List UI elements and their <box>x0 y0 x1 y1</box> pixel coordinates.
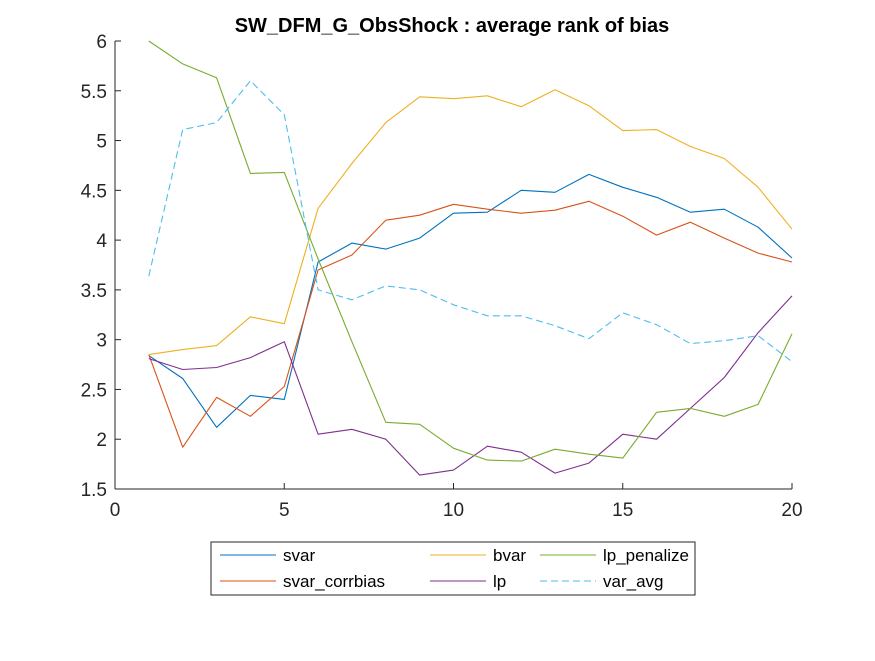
y-tick-label: 6 <box>96 32 107 53</box>
x-tick-label: 0 <box>110 500 121 521</box>
legend-label-svar: svar <box>283 546 315 565</box>
series-line-svar-corrbias <box>148 200 793 448</box>
legend-label-lp: lp <box>493 572 506 591</box>
series-line-var-avg <box>148 80 793 363</box>
chart-title: SW_DFM_G_ObsShock : average rank of bias <box>235 15 670 37</box>
x-tick-label: 20 <box>781 500 802 521</box>
y-tick-label: 2.5 <box>81 380 107 401</box>
y-axis-ticks: 1.5 2 2.5 3 3.5 4 4.5 5 5.5 6 <box>81 32 121 501</box>
legend-label-lp-penalize: lp_penalize <box>603 546 689 565</box>
y-tick-label: 5.5 <box>81 82 107 103</box>
series-line-lp-penalize <box>148 40 793 462</box>
y-tick-label: 1.5 <box>81 480 107 501</box>
legend-label-svar-corrbias: svar_corrbias <box>283 572 385 591</box>
series-line-bvar <box>148 89 793 356</box>
y-tick-label: 4.5 <box>81 181 107 202</box>
y-tick-label: 5 <box>96 132 107 153</box>
x-axis-ticks: 0 5 10 15 20 <box>110 483 803 521</box>
x-tick-label: 10 <box>443 500 464 521</box>
plot-area <box>115 41 792 489</box>
series-line-lp <box>148 295 793 476</box>
x-tick-label: 5 <box>279 500 290 521</box>
series-line-svar <box>148 173 793 428</box>
legend: svar bvar lp_penalize svar_corrbias lp var_av… <box>210 541 696 596</box>
legend-label-bvar: bvar <box>493 546 526 565</box>
x-tick-label: 15 <box>612 500 633 521</box>
series-lines <box>148 40 793 476</box>
y-tick-label: 3.5 <box>81 281 107 302</box>
legend-label-var-avg: var_avg <box>603 572 663 591</box>
y-tick-label: 3 <box>96 331 107 352</box>
legend-box <box>210 541 696 596</box>
y-tick-label: 2 <box>96 430 107 451</box>
y-tick-label: 4 <box>96 231 107 252</box>
